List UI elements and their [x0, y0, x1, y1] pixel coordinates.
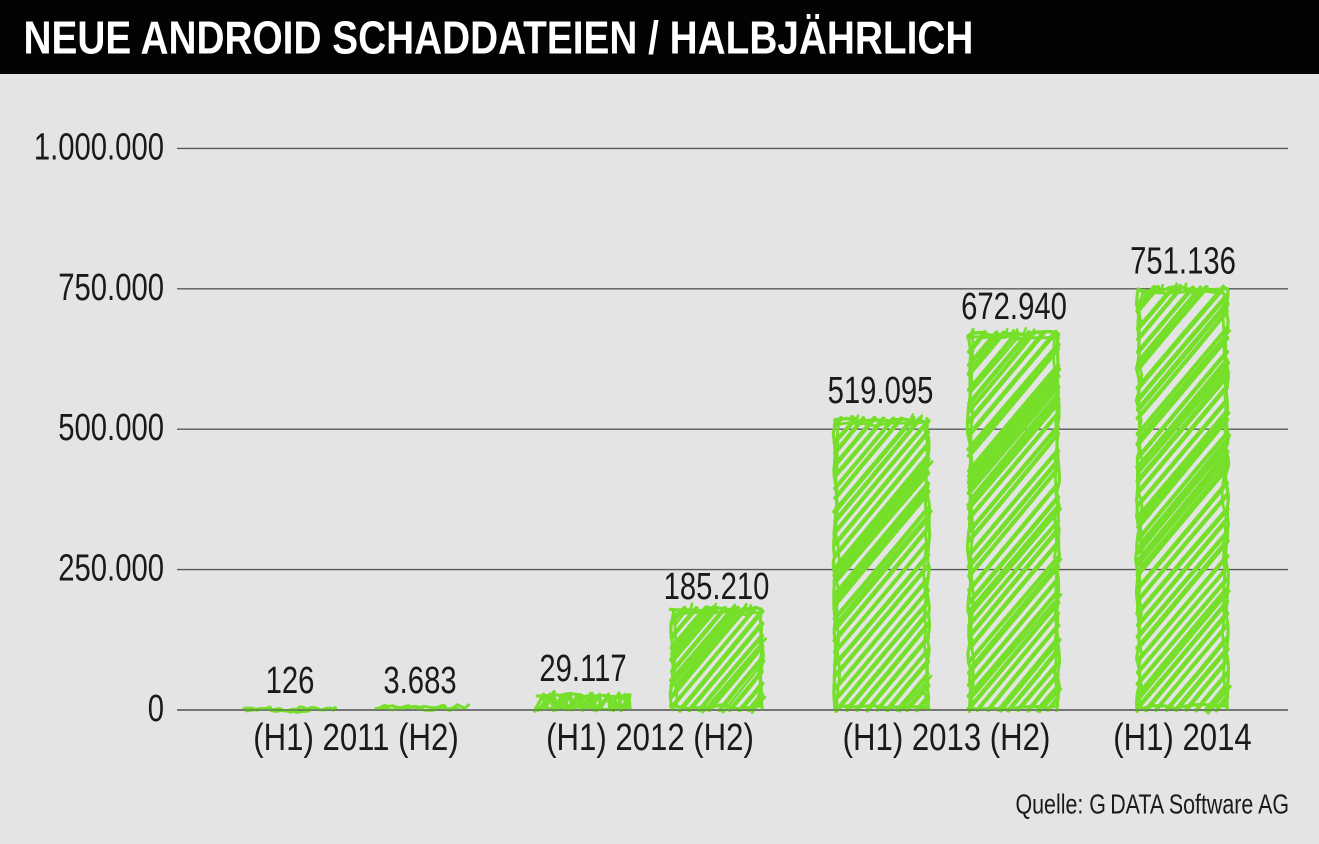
svg-text:519.095: 519.095 [828, 369, 934, 412]
svg-text:1.000.000: 1.000.000 [34, 126, 164, 169]
svg-text:3.683: 3.683 [383, 659, 456, 702]
svg-text:(H1) 2012 (H2): (H1) 2012 (H2) [546, 717, 754, 759]
svg-text:185.210: 185.210 [664, 565, 770, 608]
svg-text:672.940: 672.940 [961, 285, 1067, 328]
svg-text:NEUE ANDROID SCHADDATEIEN / HA: NEUE ANDROID SCHADDATEIEN / HALBJÄHRLICH [24, 12, 974, 64]
svg-text:250.000: 250.000 [58, 547, 164, 590]
svg-text:29.117: 29.117 [539, 647, 626, 690]
svg-text:(H1) 2011 (H2): (H1) 2011 (H2) [253, 717, 458, 759]
svg-text:751.136: 751.136 [1130, 240, 1236, 283]
svg-text:0: 0 [148, 687, 164, 730]
svg-text:500.000: 500.000 [58, 407, 164, 450]
svg-text:(H1) 2013 (H2): (H1) 2013 (H2) [843, 717, 1051, 759]
svg-text:126: 126 [266, 659, 315, 702]
svg-text:750.000: 750.000 [58, 266, 164, 309]
svg-text:Quelle: G DATA Software AG: Quelle: G DATA Software AG [1016, 789, 1289, 820]
svg-text:(H1) 2014: (H1) 2014 [1113, 717, 1252, 759]
